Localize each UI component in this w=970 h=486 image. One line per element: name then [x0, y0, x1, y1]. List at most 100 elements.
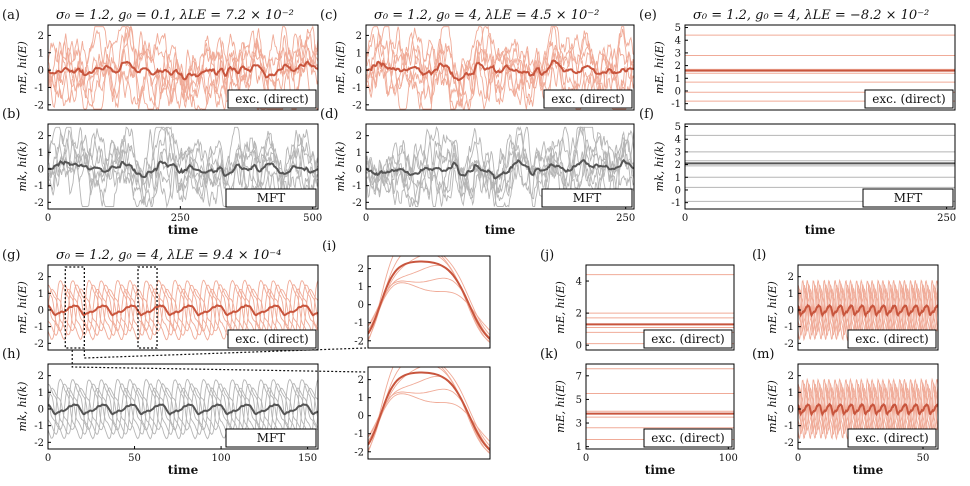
series-line-i1-5 — [368, 256, 490, 342]
legend-text-g: exc. (direct) — [235, 332, 308, 346]
ytick-label-e-1: 0 — [675, 86, 681, 97]
panel-label-g: (g) — [2, 248, 20, 263]
ytick-label-f-5: 4 — [675, 135, 681, 146]
panel-m: -2 -1 0 1 2 0 50 time mE, hi(E) (m) exc. (direct) — [752, 347, 939, 477]
series-line-g-4 — [48, 283, 318, 337]
legend-box-c — [543, 89, 633, 109]
series-line-h-2 — [48, 378, 318, 440]
panel-k: 1 3 5 7 0 100 time mE, hi(E) (k) exc. (direct) — [540, 347, 738, 477]
ytick-label-b-2: 0 — [38, 165, 44, 176]
axes-frame-g — [47, 264, 319, 351]
series-line-d-6 — [366, 126, 634, 207]
axes-frame-m — [797, 363, 939, 450]
legend-box-d — [541, 188, 633, 208]
ytick-label-m-0: -2 — [784, 438, 794, 449]
ytick-label-f-1: 0 — [675, 185, 681, 196]
panel-label-e: (e) — [639, 8, 657, 23]
ytick-label-j-2: 4 — [576, 277, 582, 288]
xtick-label-b-1: 250 — [171, 213, 190, 224]
xtick-label-h-1: 50 — [128, 453, 141, 464]
ytick-label-f-6: 5 — [675, 122, 681, 133]
legend-box-a — [227, 89, 317, 109]
ytick-label-c-3: 1 — [356, 48, 362, 59]
ytick-label-i1-3: 1 — [358, 282, 364, 293]
ytick-label-i2-3: 1 — [358, 393, 364, 404]
mean-line-d — [366, 158, 634, 180]
title-g: σ₀ = 1.2, g₀ = 4, λLE = 9.4 × 10⁻⁴ — [56, 248, 281, 263]
ylabel-l: mE, hi(E) — [766, 281, 779, 334]
ytick-label-m-3: 1 — [788, 388, 794, 399]
ytick-label-i1-4: 2 — [358, 264, 364, 275]
axes-frame-c — [365, 24, 635, 111]
ytick-label-k-1: 3 — [576, 419, 582, 430]
axes-frame-d — [365, 123, 635, 210]
legend-box-l — [847, 329, 937, 349]
axes-frame-a — [47, 24, 319, 111]
legend-text-d: MFT — [573, 191, 602, 205]
ylabel-h: mk, hi(k) — [16, 382, 29, 432]
plot-area-m — [798, 377, 938, 441]
series-line-g-2 — [48, 279, 318, 341]
legend-text-f: MFT — [894, 191, 923, 205]
plot-area-a — [48, 25, 318, 110]
ytick-label-e-5: 4 — [675, 36, 681, 47]
legend-box-h — [225, 428, 317, 448]
title-e: σ₀ = 1.2, g₀ = 4, λLE = −8.2 × 10⁻² — [693, 8, 929, 23]
xtick-label-b-2: 500 — [303, 213, 322, 224]
series-line-a-3 — [48, 25, 318, 110]
xtick-label-k-1: 100 — [719, 453, 738, 464]
legend-text-j: exc. (direct) — [651, 332, 724, 346]
ytick-label-i1-0: -2 — [354, 336, 364, 347]
ytick-label-a-3: 1 — [38, 48, 44, 59]
legend-box-j — [643, 329, 733, 349]
ytick-label-e-0: -1 — [671, 99, 681, 110]
series-line-i2-3 — [368, 367, 490, 453]
series-line-c-4 — [366, 51, 634, 110]
series-line-i2-5 — [368, 367, 490, 453]
ytick-label-a-1: -1 — [34, 83, 44, 94]
legend-box-k — [643, 428, 733, 448]
series-line-m-3 — [798, 386, 938, 432]
ytick-label-f-0: -1 — [671, 198, 681, 209]
ytick-label-f-3: 2 — [675, 160, 681, 171]
panel-i1: -2 -1 0 1 2 (i) — [322, 239, 491, 349]
series-line-i1-3 — [368, 256, 490, 342]
ytick-label-m-2: 0 — [788, 405, 794, 416]
panel-l: -2 -1 0 1 2 mE, hi(E) (l) exc. (direct) — [752, 248, 939, 351]
plot-area-i2 — [368, 367, 490, 455]
mean-line-h — [48, 403, 318, 416]
ylabel-a: mE, hi(E) — [16, 41, 29, 94]
ytick-label-m-4: 2 — [788, 371, 794, 382]
ytick-label-b-3: 1 — [38, 148, 44, 159]
legend-box-e — [864, 89, 954, 109]
ytick-label-m-1: -1 — [784, 421, 794, 432]
mean-line-c — [366, 59, 634, 82]
series-line-g-3 — [48, 288, 318, 332]
series-line-d-2 — [366, 130, 634, 207]
panel-label-f: (f) — [639, 107, 654, 122]
plot-area-f — [685, 134, 955, 202]
mean-line-l — [798, 303, 938, 319]
axes-frame-h — [47, 363, 319, 450]
panel-c: -2 -1 0 1 2 mE, hi(E) (c) σ₀ = 1.2, g₀ = 4, λLE… — [320, 8, 635, 111]
ylabel-c: mE, hi(E) — [334, 41, 347, 94]
ytick-label-h-2: 0 — [38, 405, 44, 416]
ytick-label-l-2: 0 — [788, 306, 794, 317]
legend-text-b: MFT — [257, 191, 286, 205]
series-line-b-5 — [48, 126, 318, 206]
legend-box-f — [862, 188, 954, 208]
ytick-label-c-4: 2 — [356, 31, 362, 42]
ytick-label-i1-1: -1 — [354, 318, 364, 329]
ytick-label-g-4: 2 — [38, 272, 44, 283]
ytick-label-e-2: 1 — [675, 74, 681, 85]
series-line-m-5 — [798, 377, 938, 440]
ytick-label-d-1: -1 — [352, 181, 362, 192]
ytick-label-c-2: 0 — [356, 66, 362, 77]
legend-text-m: exc. (direct) — [855, 431, 928, 445]
series-line-b-3 — [48, 133, 318, 207]
legend-box-m — [847, 428, 937, 448]
ytick-label-h-0: -2 — [34, 438, 44, 449]
ytick-label-l-0: -2 — [784, 339, 794, 350]
legend-box-b — [225, 188, 317, 208]
